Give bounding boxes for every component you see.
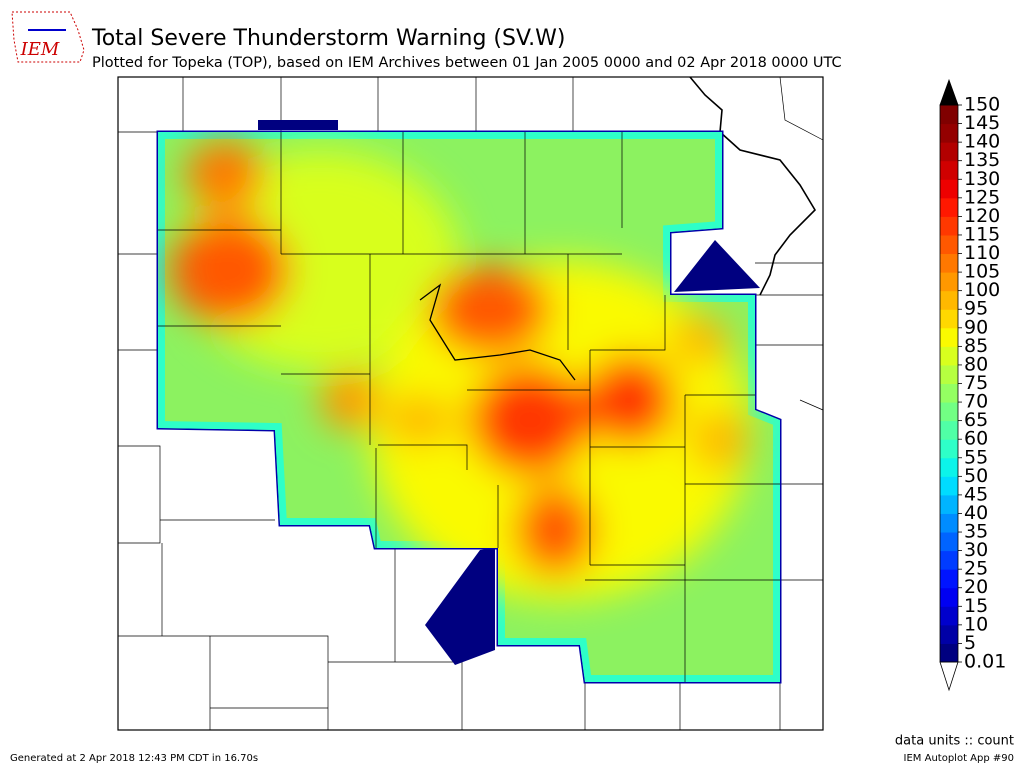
colorbar-segment (940, 290, 958, 310)
colorbar-tick-label: 25 (964, 558, 988, 580)
colorbar-segment (940, 532, 958, 552)
colorbar-tick-label: 20 (964, 576, 988, 598)
colorbar-tick-label: 10 (964, 613, 988, 635)
colorbar-tick-label: 150 (964, 94, 1000, 116)
colorbar-tick-label: 135 (964, 149, 1000, 171)
colorbar-tick-label: 55 (964, 446, 988, 468)
colorbar-segment (940, 569, 958, 589)
colorbar-tick-label: 35 (964, 521, 988, 543)
colorbar-segment (940, 179, 958, 199)
colorbar-segment (940, 402, 958, 422)
colorbar-tick-label: 70 (964, 391, 988, 413)
colorbar-segment (940, 272, 958, 292)
colorbar-segment (940, 253, 958, 273)
colorbar-tick-label: 45 (964, 483, 988, 505)
colorbar-tick-label: 145 (964, 112, 1000, 134)
colorbar-segment (940, 643, 958, 663)
colorbar-tick-label: 100 (964, 279, 1000, 301)
colorbar-segment (940, 197, 958, 217)
colorbar-segment (940, 513, 958, 533)
colorbar-tick-label: 15 (964, 595, 988, 617)
logo: IEM (11, 11, 85, 63)
logo-text: IEM (20, 39, 60, 60)
colorbar-tick-label: 65 (964, 409, 988, 431)
colorbar-tick-label: 30 (964, 539, 988, 561)
colorbar-segment (940, 494, 958, 514)
colorbar-tick-label: 0.01 (964, 651, 1006, 673)
colorbar-segment (940, 346, 958, 366)
colorbar-segment (940, 142, 958, 162)
map (117, 76, 824, 731)
colorbar-segment (940, 309, 958, 329)
colorbar-segment (940, 216, 958, 236)
colorbar: 0.01510152025303540455055606570758085909… (939, 78, 1006, 692)
colorbar-segment (940, 234, 958, 255)
units-label: data units :: count (895, 734, 1014, 749)
colorbar-tick-label: 85 (964, 335, 988, 357)
colorbar-tick-label: 80 (964, 353, 988, 375)
footer-right: IEM Autoplot App #90 (904, 753, 1014, 764)
colorbar-tick-label: 120 (964, 205, 1000, 227)
colorbar-segment (940, 439, 958, 459)
colorbar-segment (940, 123, 958, 143)
colorbar-segment (940, 587, 958, 607)
colorbar-tick-label: 40 (964, 502, 988, 524)
colorbar-tick-label: 5 (964, 632, 976, 654)
colorbar-tick-label: 95 (964, 298, 988, 320)
colorbar-tick-label: 130 (964, 168, 1000, 190)
colorbar-segment (940, 457, 958, 477)
colorbar-segment (940, 624, 958, 644)
colorbar-tick-label: 125 (964, 186, 1000, 208)
colorbar-tick-label: 75 (964, 372, 988, 394)
colorbar-tick-label: 50 (964, 465, 988, 487)
colorbar-segment (940, 105, 958, 125)
colorbar-segment (940, 364, 958, 384)
colorbar-segment (940, 550, 958, 570)
colorbar-tick-label: 115 (964, 223, 1000, 245)
colorbar-segment (940, 383, 958, 403)
colorbar-tick-label: 105 (964, 261, 1000, 283)
colorbar-segment (940, 160, 958, 180)
subtitle: Plotted for Topeka (TOP), based on IEM A… (92, 55, 842, 71)
colorbar-tick-label: 60 (964, 428, 988, 450)
colorbar-over (939, 78, 959, 106)
colorbar-tick-label: 140 (964, 131, 1000, 153)
colorbar-tick-label: 110 (964, 242, 1000, 264)
colorbar-segment (940, 327, 958, 347)
title: Total Severe Thunderstorm Warning (SV.W) (91, 26, 566, 51)
colorbar-segment (940, 420, 958, 440)
colorbar-segment (940, 606, 958, 626)
colorbar-tick-label: 90 (964, 316, 988, 338)
colorbar-under (939, 661, 959, 692)
footer-left: Generated at 2 Apr 2018 12:43 PM CDT in … (10, 753, 258, 764)
colorbar-segment (940, 476, 958, 496)
